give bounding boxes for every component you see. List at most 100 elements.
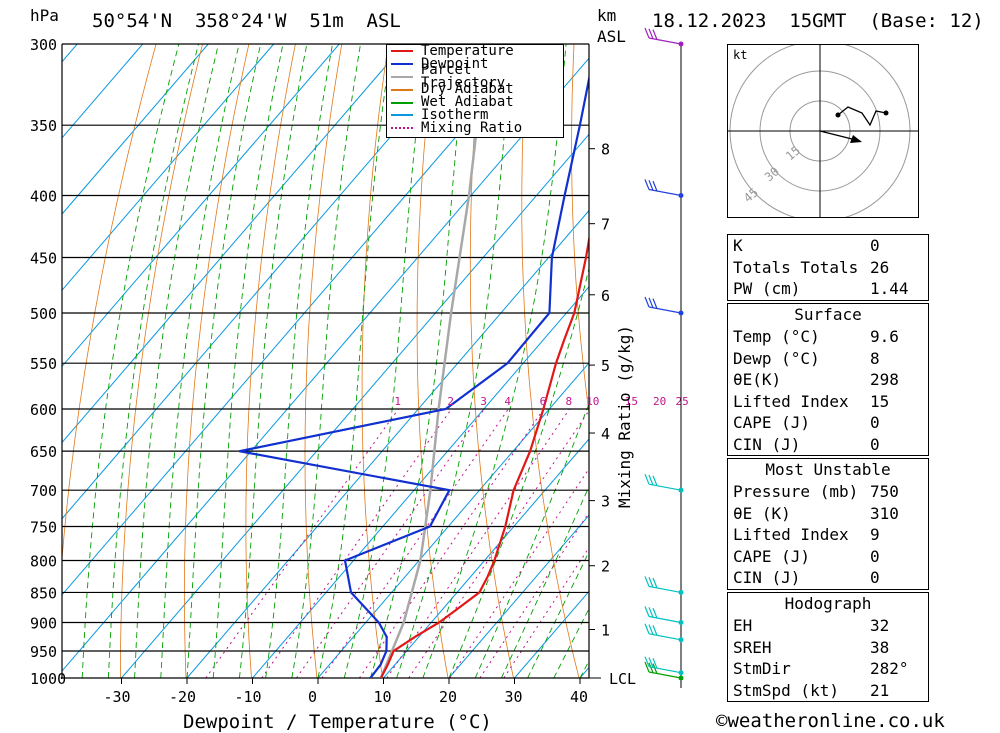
- wet-adiabat-line: [186, 44, 262, 678]
- mixing-ratio-line: [358, 408, 544, 678]
- pressure-tick-label: 500: [30, 305, 57, 323]
- most-unstable-title: Most Unstable: [765, 460, 891, 479]
- wet-adiabat-line: [369, 44, 468, 678]
- hodograph-point: [883, 110, 889, 116]
- wet-adiabat-line: [527, 550, 589, 678]
- legend-item: Wet Adiabat: [387, 94, 563, 111]
- isotherm-line: [383, 438, 589, 678]
- mixing-ratio-label: 25: [675, 395, 688, 408]
- height-unit: km: [597, 6, 617, 25]
- legend-label: Dewpoint: [421, 55, 489, 72]
- isotherm-line: [121, 133, 589, 678]
- hodograph-table: Hodograph EH 32 SREH 38 StmDir 282° StmSpd …: [727, 592, 929, 702]
- temp-tick-label: -10: [235, 688, 262, 706]
- wind-barb: [644, 179, 684, 198]
- mixing-ratio-line: [261, 408, 452, 678]
- mixing-ratio-label: 10: [586, 395, 599, 408]
- mixing-ratio-label: 3: [480, 395, 487, 408]
- wet-adiabat-line: [500, 485, 589, 678]
- temperature-line: [379, 233, 589, 678]
- isotherm-line: [448, 514, 589, 678]
- pressure-tick-label: 300: [30, 36, 57, 54]
- temp-tick-label: 10: [374, 688, 392, 706]
- legend-item: Isotherm: [387, 108, 563, 122]
- wind-barb: [644, 661, 684, 681]
- temp-tick-label: 20: [439, 688, 457, 706]
- isotherm-line: [62, 44, 406, 444]
- legend: Temperature Dewpoint Parcel Trajectory Dry …: [386, 44, 564, 138]
- wet-adiabat-line: [291, 44, 361, 678]
- wind-barb-dot: [678, 670, 684, 676]
- legend-swatch: [391, 75, 413, 78]
- wind-barb-dot: [678, 620, 684, 626]
- dewpoint-line: [239, 73, 589, 678]
- isotherm-line: [62, 44, 340, 368]
- temp-tick-label: 0: [308, 688, 317, 706]
- mixing-ratio-line: [386, 408, 570, 678]
- isotherm-line: [62, 44, 209, 215]
- legend-swatch: [391, 50, 413, 53]
- height-tick-label: 2: [601, 558, 610, 576]
- wet-adiabat-line: [474, 402, 589, 678]
- hodograph-ring-label: 45: [741, 185, 761, 205]
- dry-adiabat-line: [992, 44, 1000, 678]
- hodograph-ring-label: 15: [783, 143, 803, 163]
- mixing-ratio-label: 15: [625, 395, 638, 408]
- legend-label: Parcel Trajectory: [420, 62, 506, 91]
- lcl-label: LCL: [609, 670, 636, 688]
- legend-label: Wet Adiabat: [421, 94, 514, 111]
- dry-adiabat-line: [361, 44, 389, 678]
- isotherm-line: [62, 44, 471, 520]
- pressure-tick-label: 400: [30, 187, 57, 205]
- legend-item: Dewpoint: [387, 55, 563, 72]
- legend-item: Dry Adiabat: [387, 83, 563, 96]
- most-unstable-table: Most Unstable Pressure (mb) 750 θE (K) 310…: [727, 458, 929, 590]
- legend-label: Mixing Ratio: [421, 119, 523, 136]
- wet-adiabat-line: [134, 44, 219, 678]
- wind-barb: [644, 27, 684, 47]
- legend-swatch: [391, 88, 413, 91]
- pressure-tick-label: 950: [30, 643, 57, 661]
- pressure-tick-label: 350: [30, 117, 57, 135]
- mixing-ratio-label: 6: [540, 395, 547, 408]
- dry-adiabat-line: [469, 44, 514, 678]
- mixing-ratio-line: [205, 408, 399, 678]
- wind-barb-dot: [678, 589, 684, 595]
- height-tick-label: 7: [601, 216, 610, 234]
- wind-barb: [644, 296, 684, 316]
- isotherm-line: [62, 44, 144, 139]
- legend-swatch: [391, 127, 413, 130]
- wet-adiabat-line: [317, 44, 393, 678]
- dry-adiabat-line: [946, 44, 1000, 678]
- mixing-ratio-label: 2: [447, 395, 454, 408]
- dry-adiabat-line: [120, 44, 203, 678]
- wet-adiabat-line: [212, 44, 284, 678]
- legend-item: Parcel Trajectory: [387, 63, 563, 90]
- hodograph-ring-label: 30: [762, 164, 782, 184]
- height-unit-asl: ASL: [597, 27, 626, 46]
- storm-motion-arrowhead: [850, 135, 862, 143]
- temp-tick-label: 40: [570, 688, 588, 706]
- pressure-tick-label: 750: [30, 519, 57, 537]
- temp-tick-label: 30: [505, 688, 523, 706]
- legend-label: Dry Adiabat: [421, 81, 514, 98]
- height-tick-label: 5: [601, 357, 610, 375]
- height-tick-label: 3: [601, 493, 610, 511]
- mixing-ratio-label: 20: [653, 395, 666, 408]
- legend-swatch: [391, 63, 413, 66]
- height-tick-label: 4: [601, 425, 610, 443]
- dry-adiabat-line: [62, 44, 157, 564]
- mixing-ratio-label: 4: [504, 395, 511, 408]
- wind-barb: [644, 656, 684, 676]
- pressure-tick-label: 600: [30, 401, 57, 419]
- height-tick-label: 8: [601, 141, 610, 159]
- wind-barb-dot: [678, 41, 684, 47]
- pressure-tick-label: 850: [30, 584, 57, 602]
- isotherm-line: [317, 362, 589, 678]
- pressure-tick-label: 800: [30, 552, 57, 570]
- hodograph-trace: [837, 106, 887, 127]
- mixing-ratio-line: [296, 408, 485, 678]
- wet-adiabat-line: [396, 44, 514, 678]
